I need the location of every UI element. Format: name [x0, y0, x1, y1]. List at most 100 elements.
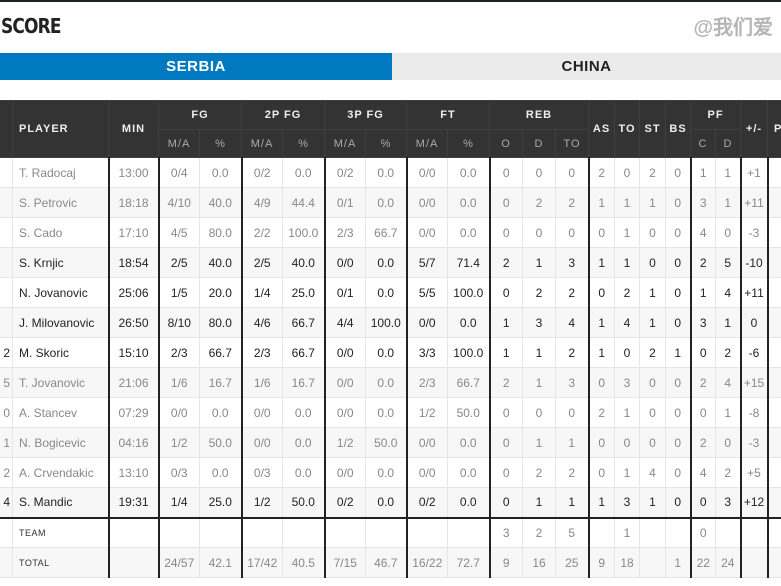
cell-pfd: 3	[715, 487, 742, 518]
cell-as: 0	[588, 427, 616, 458]
cell-ftp: 0.0	[447, 427, 491, 458]
cell-st: 2	[639, 337, 667, 368]
cell-no	[0, 277, 13, 308]
cell-pm: -10	[740, 247, 769, 278]
cell-o: 9	[489, 547, 524, 578]
cell-p2: 0/2	[241, 157, 283, 188]
cell-pfc: 3	[690, 187, 717, 218]
tab-china[interactable]: CHINA	[392, 53, 781, 80]
cell-bs	[665, 516, 692, 548]
cell-min: 18:18	[108, 187, 160, 218]
cell-to: 0	[614, 337, 641, 368]
col-min[interactable]: MIN	[108, 100, 159, 158]
cell-ftp: 0.0	[447, 307, 491, 338]
cell-name[interactable]: T. Jovanovic	[12, 367, 110, 398]
cell-p2p: 100.0	[282, 217, 326, 248]
cell-as: 1	[588, 487, 616, 518]
cell-name[interactable]: N. Jovanovic	[12, 277, 110, 308]
cell-bs: 0	[665, 487, 692, 518]
cell-p3: 7/15	[324, 547, 366, 578]
col-fg-ma[interactable]: M/A	[158, 129, 200, 158]
cell-name[interactable]: S. Mandic	[12, 487, 110, 518]
cell-p3	[324, 516, 366, 548]
cell-ft: 3/3	[406, 337, 448, 368]
cell-name[interactable]: S. Petrovic	[12, 187, 110, 218]
col-3p-ma[interactable]: M/A	[324, 129, 366, 158]
tab-serbia[interactable]: SERBIA	[0, 53, 392, 80]
cell-t: 2	[555, 457, 590, 488]
cell-ftp	[447, 516, 491, 548]
cell-pfc: 0	[690, 487, 717, 518]
cell-pts	[767, 487, 781, 518]
cell-name[interactable]: J. Milovanovic	[12, 307, 110, 338]
cell-ftp: 100.0	[447, 277, 491, 308]
col-pf-d[interactable]: D	[715, 129, 742, 158]
cell-ft: 0/2	[406, 487, 448, 518]
cell-st: 1	[639, 487, 667, 518]
cell-name[interactable]: A. Crvendakic	[12, 457, 110, 488]
col-pf-c[interactable]: C	[690, 129, 717, 158]
col-as[interactable]: AS	[588, 100, 616, 158]
col-ft-ma[interactable]: M/A	[406, 129, 448, 158]
cell-bs: 0	[665, 277, 692, 308]
cell-name[interactable]: S. Cado	[12, 217, 110, 248]
cell-st: 0	[639, 247, 667, 278]
col-pts[interactable]: P	[767, 100, 781, 158]
col-ft-pct[interactable]: %	[446, 129, 491, 158]
col-st[interactable]: ST	[639, 100, 667, 158]
cell-o: 0	[489, 277, 524, 308]
cell-st: 4	[639, 457, 667, 488]
cell-name[interactable]: A. Stancev	[12, 397, 110, 428]
cell-p3: 0/0	[324, 457, 366, 488]
cell-p3: 0/0	[324, 367, 366, 398]
cell-o: 0	[489, 427, 524, 458]
table-row: T. Radocaj 13:00 0/4 0.0 0/2 0.0 0/2 0.0 0/0 0.0 0…	[0, 157, 781, 188]
col-to[interactable]: TO	[614, 100, 641, 158]
cell-name[interactable]: N. Bogicevic	[12, 427, 110, 458]
col-reb-o[interactable]: O	[489, 129, 524, 158]
col-2p-ma[interactable]: M/A	[241, 129, 283, 158]
cell-pts	[767, 547, 781, 578]
col-ft: FT	[405, 100, 491, 130]
cell-name[interactable]: S. Krnjic	[12, 247, 110, 278]
cell-pts	[767, 277, 781, 308]
col-reb-to[interactable]: TO	[555, 129, 590, 158]
cell-pm: +11	[740, 277, 769, 308]
cell-pts	[767, 367, 781, 398]
cell-name[interactable]: M. Skoric	[12, 337, 110, 368]
cell-t: 0	[555, 397, 590, 428]
col-bs[interactable]: BS	[665, 100, 692, 158]
cell-pfc: 1	[690, 277, 717, 308]
cell-pfd: 2	[715, 337, 742, 368]
cell-p3p: 0.0	[365, 487, 408, 518]
cell-no: 0	[0, 397, 13, 428]
cell-fg: 2/3	[158, 337, 200, 368]
cell-pts	[767, 307, 781, 338]
cell-to: 0	[614, 427, 641, 458]
cell-t: 2	[555, 337, 590, 368]
cell-p2p: 0.0	[282, 427, 326, 458]
col-plusminus[interactable]: +/-	[740, 100, 769, 158]
col-fg-pct[interactable]: %	[199, 129, 242, 158]
cell-p2: 1/4	[241, 277, 283, 308]
col-reb-d[interactable]: D	[522, 129, 557, 158]
cell-ft: 0/0	[406, 307, 448, 338]
table-row: S. Petrovic 18:18 4/10 40.0 4/9 44.4 0/1 0.0 0/0…	[0, 187, 781, 218]
cell-name[interactable]: T. Radocaj	[12, 157, 110, 188]
cell-to: 3	[614, 487, 641, 518]
cell-bs: 0	[665, 457, 692, 488]
cell-no	[0, 307, 13, 338]
cell-no: 5	[0, 367, 13, 398]
cell-fg: 1/4	[158, 487, 200, 518]
cell-ftp: 50.0	[447, 397, 491, 428]
cell-t: 25	[555, 547, 590, 578]
cell-p2: 17/42	[241, 547, 283, 578]
cell-ftp: 71.4	[447, 247, 491, 278]
col-player[interactable]: PLAYER	[12, 100, 109, 158]
col-2p-pct[interactable]: %	[282, 129, 325, 158]
cell-o: 1	[489, 307, 524, 338]
cell-no	[0, 516, 13, 548]
cell-d: 2	[522, 457, 557, 488]
cell-to: 1	[614, 187, 641, 218]
col-3p-pct[interactable]: %	[365, 129, 407, 158]
